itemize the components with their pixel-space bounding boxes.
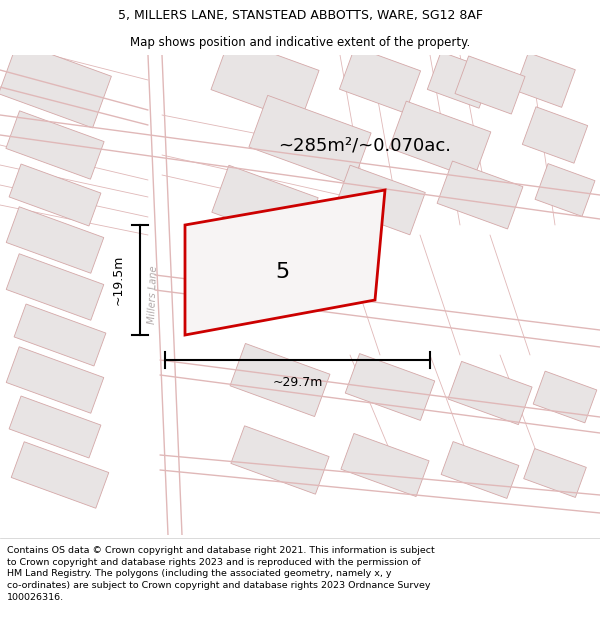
Polygon shape: [535, 164, 595, 216]
Polygon shape: [6, 347, 104, 413]
Polygon shape: [341, 434, 429, 496]
Polygon shape: [427, 52, 493, 108]
Polygon shape: [231, 426, 329, 494]
Text: ~285m²/~0.070ac.: ~285m²/~0.070ac.: [278, 136, 452, 154]
Polygon shape: [524, 449, 586, 498]
Text: Map shows position and indicative extent of the property.: Map shows position and indicative extent…: [130, 36, 470, 49]
Polygon shape: [0, 42, 112, 128]
Text: Contains OS data © Crown copyright and database right 2021. This information is : Contains OS data © Crown copyright and d…: [7, 546, 435, 602]
Polygon shape: [455, 56, 525, 114]
Text: Millers Lane: Millers Lane: [147, 266, 159, 324]
Polygon shape: [9, 164, 101, 226]
Polygon shape: [340, 47, 421, 113]
Text: ~19.5m: ~19.5m: [112, 255, 125, 305]
Polygon shape: [523, 107, 587, 163]
Polygon shape: [249, 96, 371, 184]
Polygon shape: [6, 111, 104, 179]
Polygon shape: [6, 207, 104, 273]
Polygon shape: [6, 254, 104, 320]
Polygon shape: [211, 38, 319, 122]
Polygon shape: [448, 361, 532, 424]
Polygon shape: [9, 396, 101, 458]
Polygon shape: [335, 165, 425, 235]
Polygon shape: [185, 190, 385, 335]
Polygon shape: [441, 442, 519, 498]
Polygon shape: [11, 442, 109, 508]
Polygon shape: [230, 344, 330, 416]
Text: 5: 5: [275, 262, 290, 282]
Polygon shape: [533, 371, 597, 423]
Text: 5, MILLERS LANE, STANSTEAD ABBOTTS, WARE, SG12 8AF: 5, MILLERS LANE, STANSTEAD ABBOTTS, WARE…: [118, 9, 482, 22]
Polygon shape: [389, 101, 491, 179]
Polygon shape: [437, 161, 523, 229]
Polygon shape: [515, 52, 575, 107]
Polygon shape: [212, 165, 318, 245]
Polygon shape: [345, 354, 435, 421]
Text: ~29.7m: ~29.7m: [272, 376, 323, 389]
Polygon shape: [14, 304, 106, 366]
